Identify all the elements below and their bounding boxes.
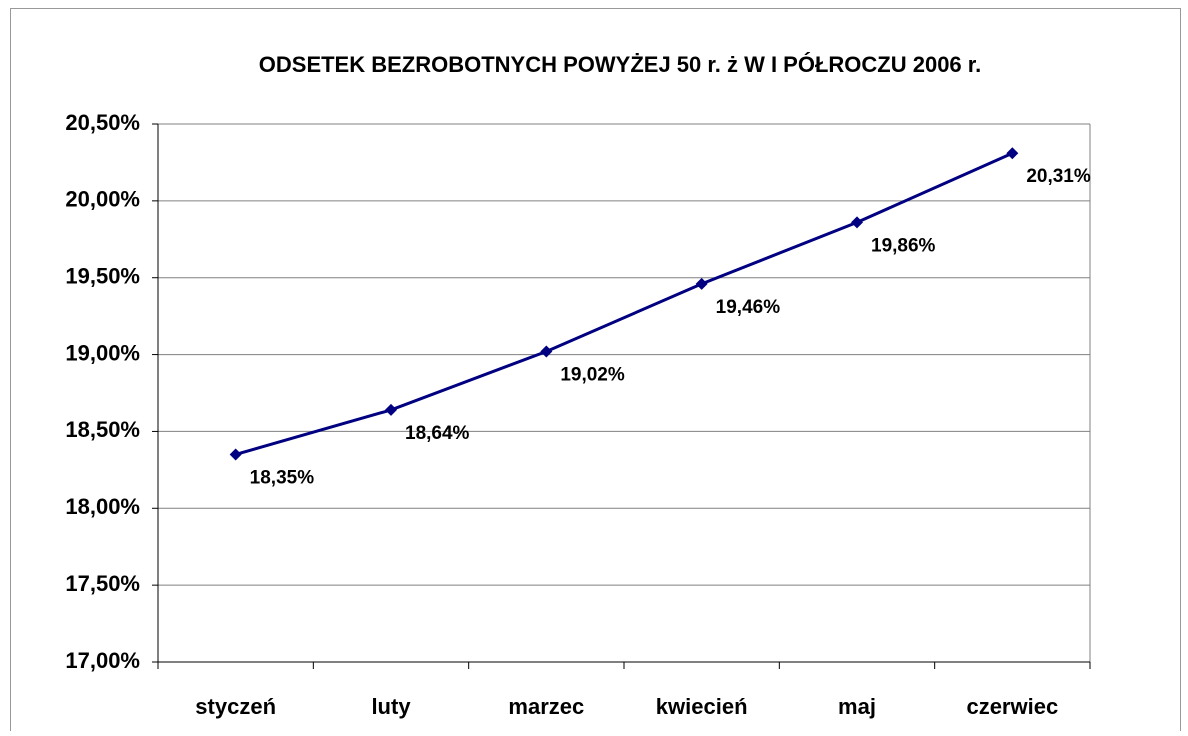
marker (540, 345, 553, 358)
data-label: 19,46% (716, 297, 781, 318)
marker (1006, 147, 1019, 160)
x-tick-label: styczeń (195, 694, 276, 719)
chart-border (10, 8, 1181, 736)
x-tick-label: kwiecień (656, 694, 748, 719)
marker (851, 216, 863, 229)
data-label: 20,31% (1026, 166, 1091, 187)
y-tick-label: 17,00% (65, 648, 140, 673)
data-label: 19,86% (871, 235, 936, 256)
y-tick-label: 19,00% (65, 340, 140, 365)
x-tick-label: czerwiec (966, 694, 1058, 719)
x-tick-label: maj (838, 694, 876, 719)
y-tick-label: 17,50% (65, 571, 140, 596)
y-tick-label: 20,00% (65, 187, 140, 212)
data-label: 18,64% (405, 423, 470, 444)
x-tick-label: luty (371, 694, 411, 719)
y-tick-label: 18,50% (65, 417, 140, 442)
data-label: 18,35% (250, 468, 315, 489)
y-tick-label: 20,50% (65, 110, 140, 135)
chart-title: ODSETEK BEZROBOTNYCH POWYŻEJ 50 r. ż W I… (259, 52, 981, 77)
marker (695, 277, 708, 290)
line (235, 151, 1013, 456)
marker (229, 448, 242, 461)
data-label: 19,02% (560, 365, 625, 386)
x-tick-label: marzec (508, 694, 584, 719)
y-tick-label: 19,50% (65, 264, 140, 289)
y-tick-label: 18,00% (65, 494, 140, 519)
marker (385, 403, 397, 416)
